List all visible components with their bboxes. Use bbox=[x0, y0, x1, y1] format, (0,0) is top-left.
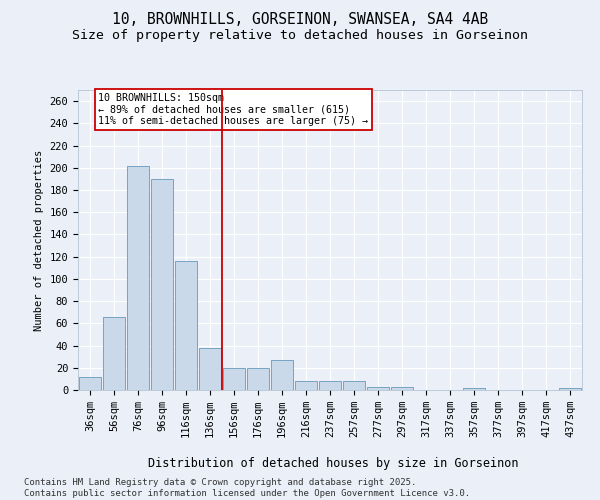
Text: Distribution of detached houses by size in Gorseinon: Distribution of detached houses by size … bbox=[148, 458, 518, 470]
Y-axis label: Number of detached properties: Number of detached properties bbox=[34, 150, 44, 330]
Bar bbox=[79, 376, 101, 390]
Bar bbox=[559, 388, 581, 390]
Bar bbox=[247, 368, 269, 390]
Text: Size of property relative to detached houses in Gorseinon: Size of property relative to detached ho… bbox=[72, 29, 528, 42]
Bar bbox=[463, 388, 485, 390]
Bar bbox=[151, 179, 173, 390]
Text: 10, BROWNHILLS, GORSEINON, SWANSEA, SA4 4AB: 10, BROWNHILLS, GORSEINON, SWANSEA, SA4 … bbox=[112, 12, 488, 28]
Bar bbox=[103, 316, 125, 390]
Bar bbox=[367, 386, 389, 390]
Text: Contains HM Land Registry data © Crown copyright and database right 2025.
Contai: Contains HM Land Registry data © Crown c… bbox=[24, 478, 470, 498]
Bar bbox=[175, 261, 197, 390]
Bar bbox=[319, 381, 341, 390]
Bar bbox=[343, 381, 365, 390]
Bar bbox=[223, 368, 245, 390]
Text: 10 BROWNHILLS: 150sqm
← 89% of detached houses are smaller (615)
11% of semi-det: 10 BROWNHILLS: 150sqm ← 89% of detached … bbox=[98, 93, 368, 126]
Bar bbox=[127, 166, 149, 390]
Bar bbox=[199, 348, 221, 390]
Bar bbox=[391, 386, 413, 390]
Bar bbox=[271, 360, 293, 390]
Bar bbox=[295, 381, 317, 390]
